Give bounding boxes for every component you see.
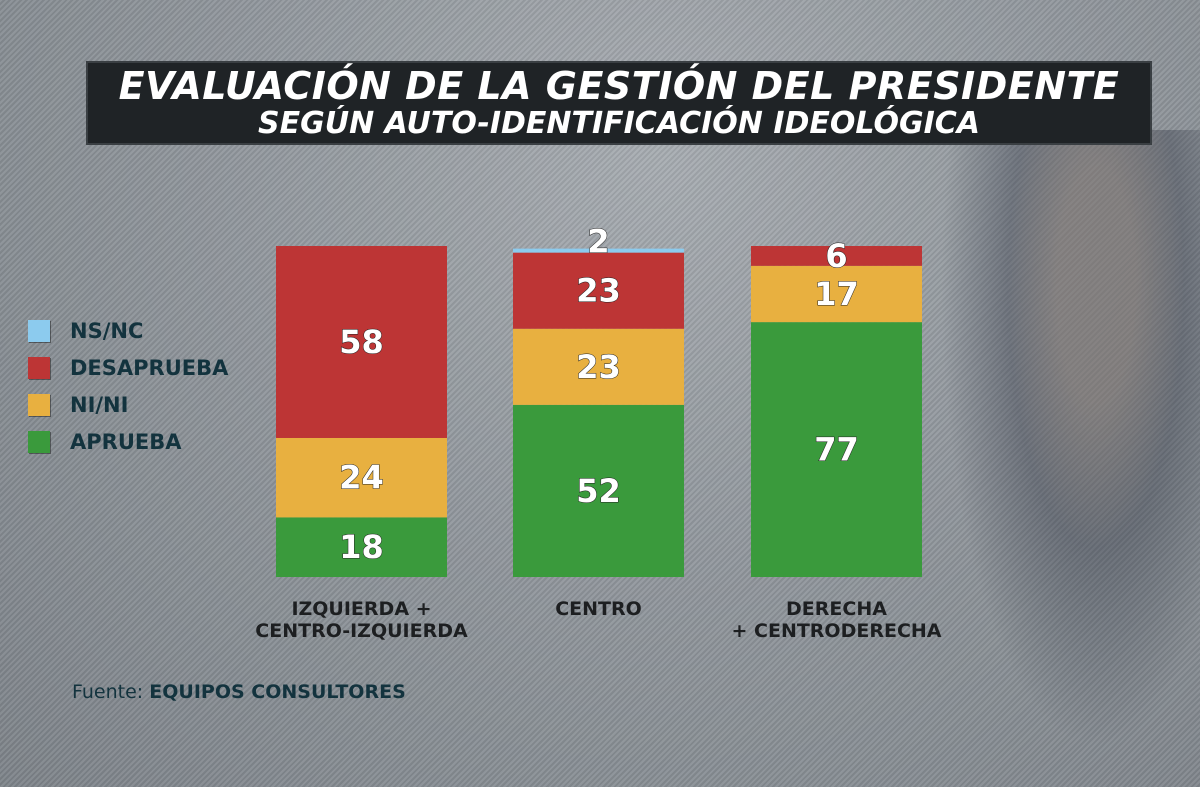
category-label: CENTRO	[469, 598, 729, 620]
legend: NS/NC DESAPRUEBA NI/NI APRUEBA	[28, 312, 228, 460]
chart-title: EVALUACIÓN DE LA GESTIÓN DEL PRESIDENTE	[118, 64, 1120, 108]
bar-segment-ni-ni	[276, 437, 447, 518]
chart-subtitle: SEGÚN AUTO-IDENTIFICACIÓN IDEOLÓGICA	[258, 106, 980, 141]
presenter-photo	[940, 130, 1200, 750]
legend-label: APRUEBA	[70, 429, 182, 454]
data-label: 17	[814, 275, 859, 313]
title-banner: EVALUACIÓN DE LA GESTIÓN DEL PRESIDENTE …	[88, 63, 1150, 143]
legend-swatch	[28, 393, 50, 416]
bar-segment-desaprueba	[751, 246, 922, 266]
bar-segment-aprueba	[751, 322, 922, 577]
data-label: 24	[339, 459, 384, 497]
bar-segment-desaprueba	[276, 246, 447, 438]
category-label-line: IZQUIERDA +	[291, 598, 432, 620]
category-label-line: CENTRO	[555, 598, 642, 620]
data-label: 58	[339, 323, 384, 361]
data-label: 23	[576, 348, 621, 386]
legend-item: NI/NI	[28, 386, 228, 423]
source-note: Fuente: EQUIPOS CONSULTORES	[72, 681, 406, 703]
legend-item: APRUEBA	[28, 423, 228, 460]
legend-swatch	[28, 356, 50, 379]
data-label: 6	[825, 237, 847, 275]
bar-segment-desaprueba	[513, 252, 684, 329]
category-label: DERECHA + CENTRODERECHA	[707, 598, 967, 642]
data-label: 2	[587, 223, 609, 261]
bar-segment-ni-ni	[751, 265, 922, 323]
category-label-line: DERECHA	[786, 598, 887, 620]
legend-swatch	[28, 319, 50, 342]
legend-label: NS/NC	[70, 318, 144, 343]
bar-segment-ni-ni	[513, 328, 684, 405]
data-label: 77	[814, 431, 859, 469]
bar-segment-aprueba	[276, 517, 447, 577]
bar-segment-aprueba	[513, 404, 684, 577]
category-label-line: CENTRO-IZQUIERDA	[255, 620, 468, 642]
legend-item: DESAPRUEBA	[28, 349, 228, 386]
legend-item: NS/NC	[28, 312, 228, 349]
category-label: IZQUIERDA + CENTRO-IZQUIERDA	[232, 598, 492, 642]
legend-label: DESAPRUEBA	[70, 355, 229, 380]
data-label: 23	[576, 272, 621, 310]
data-label: 18	[339, 528, 384, 566]
source-prefix: Fuente:	[72, 681, 144, 703]
category-label-line: + CENTRODERECHA	[731, 620, 942, 642]
legend-swatch	[28, 430, 50, 453]
data-label: 52	[576, 472, 621, 510]
source-name: EQUIPOS CONSULTORES	[149, 681, 406, 703]
bar-segment-ns-nc	[513, 248, 684, 253]
legend-label: NI/NI	[70, 392, 129, 417]
